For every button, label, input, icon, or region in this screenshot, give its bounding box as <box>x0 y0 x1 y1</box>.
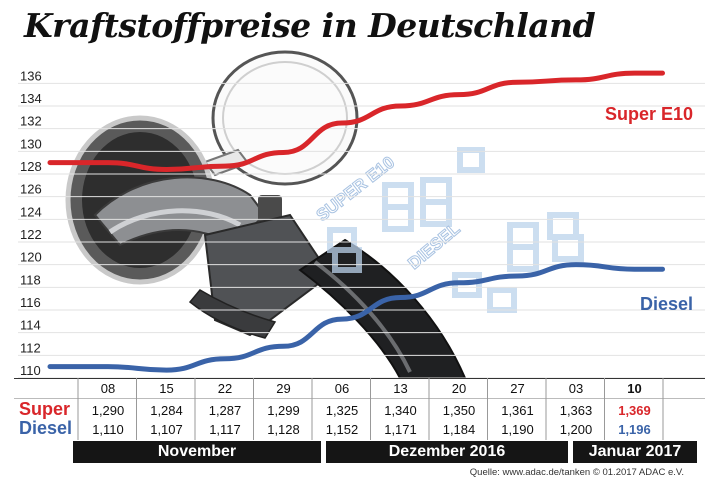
y-tick-label: 128 <box>20 159 42 174</box>
y-tick-label: 110 <box>20 363 41 378</box>
series-label-diesel: Diesel <box>640 294 693 314</box>
diesel-price-cell: 1,128 <box>267 422 300 437</box>
x-tick-label: 10 <box>627 381 641 396</box>
month-dezember: Dezember 2016 <box>326 441 568 463</box>
month-januar: Januar 2017 <box>573 441 697 463</box>
chart-title: Kraftstoffpreise in Deutschland <box>24 6 596 45</box>
super-price-cell: 1,290 <box>92 403 125 418</box>
y-axis: 110 112 114 116 118 120 122 124 126 128 130 132 134 1… <box>18 68 705 379</box>
y-tick-label: 124 <box>20 204 42 219</box>
row-label-diesel: Diesel <box>19 418 73 438</box>
y-tick-label: 130 <box>20 136 42 151</box>
month-november: November <box>73 441 321 463</box>
source-note: Quelle: www.adac.de/tanken © 01.2017 ADA… <box>469 467 684 478</box>
diesel-price-cell: 1,184 <box>443 422 476 437</box>
series-line-super-e10 <box>47 70 665 172</box>
y-tick-label: 134 <box>20 91 42 106</box>
diesel-price-cell: 1,196 <box>618 422 651 437</box>
x-tick-label: 22 <box>218 381 232 396</box>
x-tick-label: 27 <box>510 381 524 396</box>
series-layer <box>47 70 665 373</box>
price-table-grid: 08 1,290 1,110 15 1,284 1,107 22 1,287 1,117 29 1,… <box>14 378 705 440</box>
y-tick-label: 112 <box>20 340 41 355</box>
diesel-price-cell: 1,190 <box>501 422 534 437</box>
y-tick-label: 114 <box>20 318 41 333</box>
pump-display-digits <box>327 147 584 313</box>
super-price-cell: 1,284 <box>150 403 183 418</box>
diesel-price-cell: 1,107 <box>150 422 183 437</box>
x-tick-label: 03 <box>569 381 583 396</box>
diesel-price-cell: 1,200 <box>560 422 593 437</box>
super-price-cell: 1,325 <box>326 403 359 418</box>
price-table: 08 1,290 1,110 15 1,284 1,107 22 1,287 1,117 29 1,… <box>0 378 710 449</box>
fuel-nozzle-illustration <box>93 176 467 379</box>
x-tick-label: 29 <box>276 381 290 396</box>
x-tick-label: 13 <box>393 381 407 396</box>
super-price-cell: 1,361 <box>501 403 534 418</box>
super-price-cell: 1,299 <box>267 403 300 418</box>
diesel-price-cell: 1,117 <box>209 422 241 437</box>
super-price-cell: 1,363 <box>560 403 593 418</box>
super-price-cell: 1,340 <box>384 403 417 418</box>
super-price-cell: 1,287 <box>209 403 242 418</box>
series-line-diesel <box>47 262 665 373</box>
y-tick-label: 118 <box>20 272 41 287</box>
y-tick-label: 126 <box>20 182 42 197</box>
diesel-price-cell: 1,152 <box>326 422 359 437</box>
series-labels: Super E10 Diesel <box>605 104 693 314</box>
y-tick-label: 132 <box>20 114 42 129</box>
y-tick-label: 136 <box>20 68 42 83</box>
diesel-price-cell: 1,171 <box>384 422 417 437</box>
super-price-cell: 1,369 <box>618 403 651 418</box>
series-label-super-e10: Super E10 <box>605 104 693 124</box>
x-tick-label: 08 <box>101 381 115 396</box>
x-tick-label: 06 <box>335 381 349 396</box>
diesel-price-cell: 1,110 <box>92 422 124 437</box>
super-price-cell: 1,350 <box>443 403 476 418</box>
y-tick-label: 122 <box>20 227 42 242</box>
x-tick-label: 20 <box>452 381 466 396</box>
y-tick-label: 116 <box>20 295 41 310</box>
row-label-super: Super <box>19 399 71 419</box>
y-tick-label: 120 <box>20 250 42 265</box>
x-tick-label: 15 <box>159 381 173 396</box>
